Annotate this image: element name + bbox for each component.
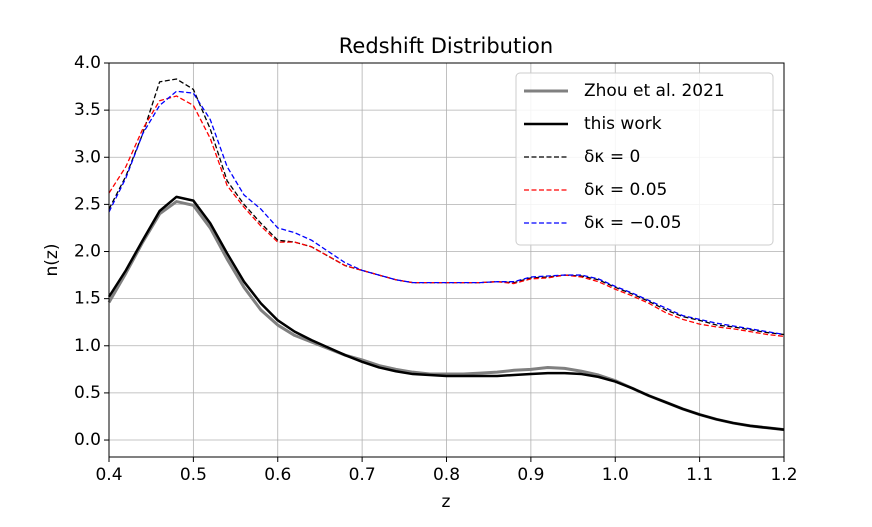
y-tick-label: 1.0 xyxy=(74,336,101,356)
legend-label: δκ = 0.05 xyxy=(584,180,667,200)
legend-label: this work xyxy=(584,114,662,134)
x-tick-label: 1.2 xyxy=(770,465,797,485)
x-axis-label: z xyxy=(442,492,451,512)
y-tick-label: 0.5 xyxy=(74,383,101,403)
legend-label: Zhou et al. 2021 xyxy=(584,81,725,101)
y-tick-label: 3.0 xyxy=(74,147,101,167)
y-axis-label: n(z) xyxy=(42,244,62,277)
x-tick-label: 0.7 xyxy=(349,465,376,485)
data-line xyxy=(107,195,785,431)
legend-label: δκ = 0 xyxy=(584,147,640,167)
y-tick-label: 2.5 xyxy=(74,194,101,214)
data-line xyxy=(108,90,785,336)
legend-box xyxy=(515,72,774,246)
y-tick-label: 0.0 xyxy=(74,430,101,450)
y-tick-label: 4.0 xyxy=(74,53,101,73)
x-tick-label: 0.6 xyxy=(264,465,291,485)
y-tick-label: 1.5 xyxy=(74,289,101,309)
plot-frame xyxy=(108,62,785,458)
x-tick-label: 1.0 xyxy=(602,465,629,485)
x-tick-label: 1.1 xyxy=(686,465,713,485)
x-tick-label: 0.8 xyxy=(433,465,460,485)
x-tick-label: 0.4 xyxy=(95,465,122,485)
x-tick-label: 0.5 xyxy=(180,465,207,485)
chart-title: Redshift Distribution xyxy=(339,34,553,58)
legend-label: δκ = −0.05 xyxy=(584,213,682,233)
x-tick-label: 0.9 xyxy=(517,465,544,485)
y-tick-label: 2.0 xyxy=(74,242,101,262)
y-tick-label: 3.5 xyxy=(74,100,101,120)
